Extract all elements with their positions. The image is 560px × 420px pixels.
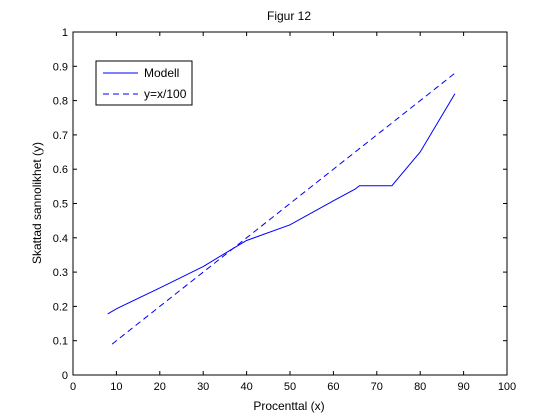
- y-tick-label: 0.4: [53, 233, 68, 245]
- chart-title: Figur 12: [267, 9, 311, 23]
- x-axis: 0 10 20 30 40 50 60 70 80 90 100: [70, 32, 516, 393]
- y-tick-label: 0.8: [53, 96, 68, 108]
- x-tick-label: 40: [240, 381, 252, 393]
- x-tick-label: 30: [197, 381, 209, 393]
- x-tick-label: 0: [70, 381, 76, 393]
- y-tick-label: 0: [62, 370, 68, 382]
- y-axis: 0 0.1 0.2 0.3 0.4 0.5 0.6 0.7 0.8 0.9 1: [53, 27, 507, 382]
- y-tick-label: 0.7: [53, 130, 68, 142]
- x-tick-label: 100: [498, 381, 516, 393]
- legend: Modell y=x/100: [95, 60, 193, 106]
- y-tick-label: 1: [62, 27, 68, 39]
- legend-box: [95, 60, 193, 106]
- y-tick-label: 0.1: [53, 336, 68, 348]
- y-tick-label: 0.3: [53, 267, 68, 279]
- x-tick-label: 70: [371, 381, 383, 393]
- x-tick-label: 20: [154, 381, 166, 393]
- x-tick-label: 80: [414, 381, 426, 393]
- series-line-modell: [107, 93, 456, 315]
- y-tick-label: 0.9: [53, 61, 68, 73]
- y-tick-label: 0.5: [53, 199, 68, 211]
- x-tick-label: 50: [284, 381, 296, 393]
- x-tick-label: 10: [110, 381, 122, 393]
- legend-label-modell: Modell: [144, 66, 179, 80]
- y-tick-label: 0.6: [53, 164, 68, 176]
- series-layer: [107, 72, 456, 345]
- y-tick-label: 0.2: [53, 301, 68, 313]
- y-axis-title: Skattad sannolikhet (y): [30, 142, 44, 264]
- x-tick-label: 60: [327, 381, 339, 393]
- legend-label-reference: y=x/100: [144, 87, 187, 101]
- x-axis-title: Procenttal (x): [253, 399, 324, 413]
- x-tick-label: 90: [457, 381, 469, 393]
- series-line-reference: [111, 72, 456, 345]
